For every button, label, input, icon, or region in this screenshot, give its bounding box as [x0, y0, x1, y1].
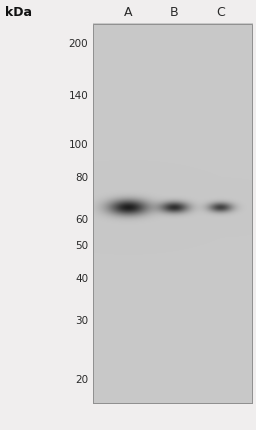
Text: 140: 140 — [69, 91, 88, 101]
Text: kDa: kDa — [5, 6, 32, 18]
FancyBboxPatch shape — [93, 24, 252, 403]
Text: 30: 30 — [75, 316, 88, 326]
Text: 50: 50 — [75, 241, 88, 251]
Text: C: C — [216, 6, 225, 18]
Text: 20: 20 — [75, 375, 88, 385]
Text: 200: 200 — [69, 39, 88, 49]
Text: 80: 80 — [75, 172, 88, 183]
Text: 40: 40 — [75, 273, 88, 284]
Text: A: A — [124, 6, 132, 18]
Text: B: B — [170, 6, 178, 18]
Text: 60: 60 — [75, 215, 88, 224]
Text: 100: 100 — [69, 140, 88, 150]
